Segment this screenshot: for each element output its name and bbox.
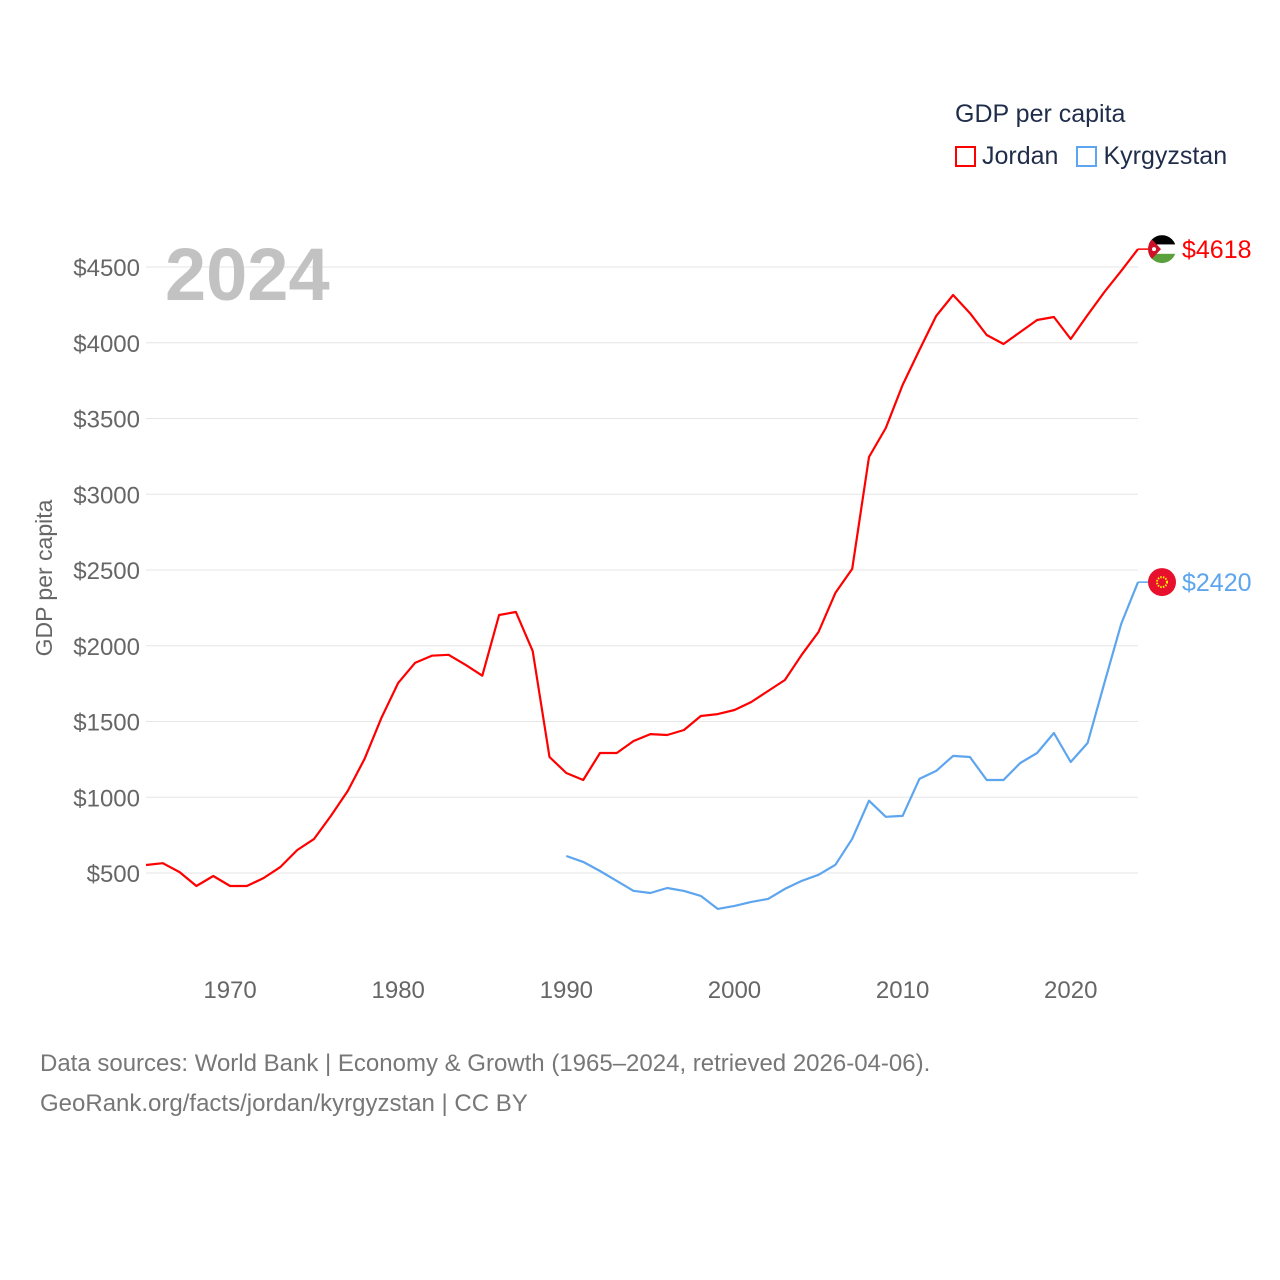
x-tick-label: 1990: [540, 977, 593, 1004]
y-tick-label: $4000: [73, 331, 140, 358]
end-value-label: $4618: [1182, 236, 1252, 264]
x-tick-label: 2020: [1044, 977, 1097, 1004]
kyrgyzstan-flag-sun: [1156, 576, 1168, 589]
legend-item-kyrgyzstan[interactable]: Kyrgyzstan: [1076, 142, 1227, 171]
legend-title: GDP per capita: [955, 100, 1126, 128]
source-line-2[interactable]: GeoRank.org/facts/jordan/kyrgyzstan | CC…: [40, 1090, 528, 1117]
jordan-flag-icon: [1148, 235, 1176, 264]
y-tick-label: $500: [87, 861, 140, 888]
x-tick-label: 1970: [203, 977, 256, 1004]
x-tick-label: 2000: [708, 977, 761, 1004]
y-tick-label: $2500: [73, 558, 140, 585]
legend-item-jordan[interactable]: Jordan: [955, 142, 1058, 171]
year-label: 2024: [165, 233, 330, 316]
source-text: Data sources: World Bank | Economy & Gro…: [40, 1044, 930, 1124]
kyrgyzstan-flag-icon: [1148, 568, 1176, 597]
series-line-jordan: [145, 248, 1139, 888]
x-tick-label: 2010: [876, 977, 929, 1004]
legend-label-jordan: Jordan: [982, 142, 1059, 170]
y-tick-label: $3000: [73, 482, 140, 509]
legend-swatch-kyrgyzstan: [1076, 146, 1098, 167]
y-tick-label: $2000: [73, 634, 140, 661]
y-tick-label: $4500: [73, 255, 140, 282]
source-line-1: Data sources: World Bank | Economy & Gro…: [40, 1050, 931, 1077]
legend-swatch-jordan: [955, 146, 976, 167]
y-tick-label: $1000: [73, 785, 140, 812]
x-tick-label: 1980: [372, 977, 425, 1004]
legend: Jordan Kyrgyzstan: [955, 142, 1227, 171]
y-tick-label: $3500: [73, 407, 140, 434]
legend-label-kyrgyzstan: Kyrgyzstan: [1103, 142, 1228, 170]
end-value-label: $2420: [1182, 569, 1252, 597]
y-axis-label: GDP per capita: [31, 499, 57, 656]
y-tick-label: $1500: [73, 710, 140, 737]
series-line-kyrgyzstan: [565, 581, 1140, 911]
